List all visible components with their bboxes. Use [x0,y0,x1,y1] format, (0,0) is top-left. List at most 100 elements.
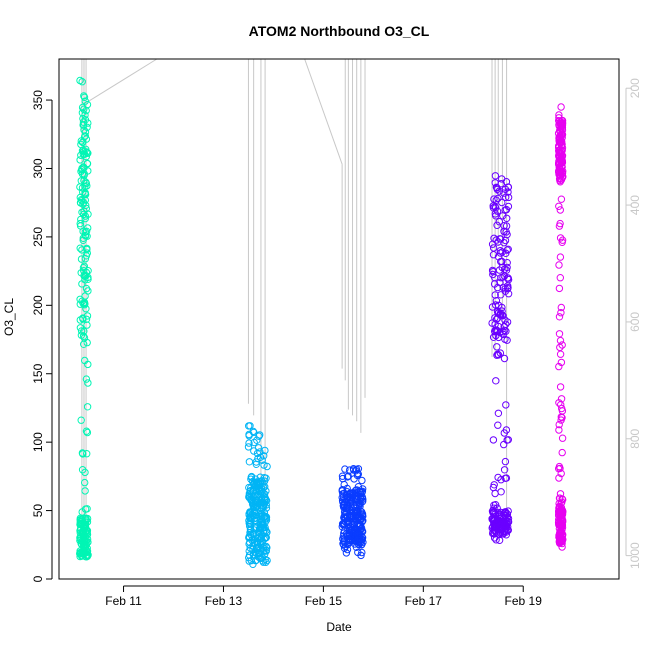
data-point [504,285,512,293]
data-point [82,268,91,276]
right-tick-label: 600 [628,312,642,332]
data-point [488,515,496,523]
data-point [555,499,563,508]
data-point [498,175,506,183]
data-point [498,248,506,256]
data-point [343,488,351,496]
data-point [503,318,512,326]
data-point [557,121,565,129]
right-tick-label: 200 [628,78,642,98]
data-point [497,488,505,496]
data-point [558,414,566,422]
data-point [500,466,509,474]
data-point [556,176,564,185]
y-tick-label: 0 [31,575,45,582]
data-point [354,532,363,540]
data-point [258,521,266,530]
data-point [260,523,268,532]
data-point [83,338,91,347]
data-point [492,297,501,305]
data-point [504,193,513,202]
data-point [339,535,347,543]
data-point [555,111,563,119]
data-point [489,268,497,276]
data-point [252,556,260,564]
data-point [340,501,348,509]
data-point [489,333,498,341]
x-axis-label: Date [326,620,352,634]
data-point [558,516,567,524]
data-point [79,315,87,323]
chart-title: ATOM2 Northbound O3_CL [249,23,430,39]
right-tick-label: 800 [628,428,642,448]
data-point [78,109,87,117]
data-point [82,315,91,323]
data-point [501,509,509,517]
data-point [358,476,366,485]
data-point [338,486,347,494]
data-point [556,274,564,282]
data-point [555,330,564,338]
data-point [494,473,502,482]
data-point [80,327,88,335]
pressure-profile-lines [81,58,508,556]
plot-frame [58,58,620,580]
data-point [81,128,90,136]
data-point [76,222,85,230]
data-point [81,505,90,513]
data-point [503,214,511,223]
data-point [245,458,254,466]
data-point [492,528,500,536]
data-point [77,255,86,263]
data-point [498,198,506,207]
data-point [558,341,566,349]
data-point [556,166,565,174]
data-point [253,436,261,444]
data-point [260,513,269,521]
data-point [500,429,508,437]
data-point [258,487,266,495]
data-point [83,551,91,560]
data-point [354,465,363,473]
data-point [494,194,502,203]
data-point [556,172,564,180]
data-point [82,106,90,115]
data-point [81,468,89,477]
data-point [489,244,498,252]
x-tick-label: Feb 13 [205,594,243,608]
data-point [80,519,88,527]
data-point [341,515,350,523]
data-point [556,126,564,135]
data-point [82,427,91,435]
data-point [503,263,511,272]
y-tick-label: 250 [31,227,45,247]
data-point [500,326,509,335]
data-point [81,214,90,223]
data-point [488,319,496,327]
data-point [491,489,499,498]
data-point [558,144,567,152]
data-point [261,446,269,455]
data-point [499,523,508,532]
data-point [492,523,500,532]
data-point [245,519,253,527]
data-point [251,482,259,490]
x-tick-label: Feb 15 [305,594,343,608]
data-point [501,265,509,273]
data-point [78,449,87,457]
data-point [76,295,84,303]
profile-connector [304,58,343,165]
y-tick-label: 350 [31,90,45,110]
data-point [84,360,92,369]
data-point [77,416,85,424]
data-point [557,523,565,532]
data-point [253,449,262,458]
data-point [254,550,263,558]
data-point [556,520,564,528]
left-y-axis: 0 50 100 150 200 250 300 350 [31,90,53,582]
data-point [556,539,564,547]
data-point [499,212,507,220]
data-point [80,132,89,141]
data-point [556,253,565,261]
